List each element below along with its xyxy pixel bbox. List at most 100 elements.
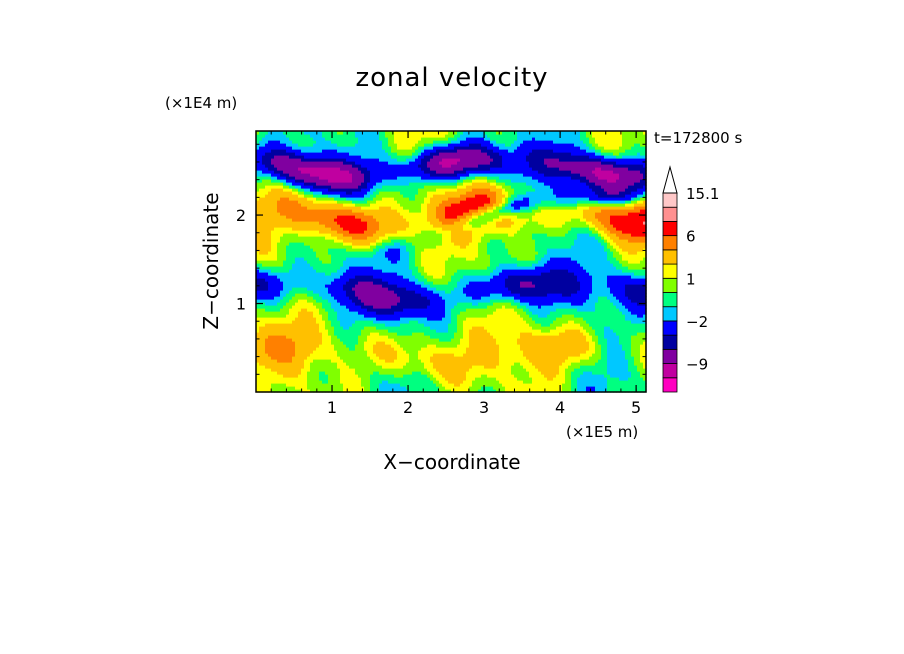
- field-cell: [295, 278, 299, 282]
- field-cell: [331, 206, 335, 210]
- field-cell: [307, 230, 311, 234]
- field-cell: [301, 137, 305, 141]
- field-cell: [367, 350, 371, 354]
- field-cell: [394, 221, 398, 225]
- field-cell: [367, 185, 371, 189]
- field-cell: [295, 200, 299, 204]
- field-cell: [319, 155, 323, 159]
- field-cell: [310, 356, 314, 360]
- field-cell: [265, 170, 269, 174]
- field-cell: [343, 242, 347, 246]
- field-cell: [397, 335, 401, 339]
- field-cell: [370, 362, 374, 366]
- field-cell: [367, 230, 371, 234]
- field-cell: [367, 194, 371, 198]
- field-cell: [316, 131, 320, 135]
- field-cell: [370, 329, 374, 333]
- field-cell: [367, 197, 371, 201]
- field-cell: [364, 251, 368, 255]
- field-cell: [364, 362, 368, 366]
- field-cell: [376, 296, 380, 300]
- field-cell: [403, 326, 407, 330]
- field-cell: [397, 245, 401, 249]
- field-cell: [352, 299, 356, 303]
- field-cell: [370, 287, 374, 291]
- field-cell: [367, 365, 371, 369]
- field-cell: [286, 362, 290, 366]
- field-cell: [376, 350, 380, 354]
- field-cell: [385, 158, 389, 162]
- field-cell: [355, 257, 359, 261]
- field-cell: [259, 377, 263, 381]
- field-cell: [355, 389, 359, 393]
- field-cell: [286, 161, 290, 165]
- field-cell: [274, 356, 278, 360]
- field-cell: [292, 224, 296, 228]
- field-cell: [370, 137, 374, 141]
- field-cell: [310, 341, 314, 345]
- field-cell: [352, 296, 356, 300]
- field-cell: [358, 188, 362, 192]
- field-cell: [400, 254, 404, 258]
- field-cell: [259, 224, 263, 228]
- field-cell: [322, 302, 326, 306]
- field-cell: [325, 143, 329, 147]
- field-cell: [259, 146, 263, 150]
- field-cell: [364, 377, 368, 381]
- field-cell: [394, 251, 398, 255]
- field-cell: [259, 137, 263, 141]
- field-cell: [385, 194, 389, 198]
- field-cell: [355, 383, 359, 387]
- field-cell: [277, 371, 281, 375]
- field-cell: [340, 203, 344, 207]
- field-cell: [400, 140, 404, 144]
- field-cell: [382, 167, 386, 171]
- field-cell: [298, 218, 302, 222]
- field-cell: [268, 152, 272, 156]
- field-cell: [286, 164, 290, 168]
- field-cell: [364, 173, 368, 177]
- field-cell: [349, 338, 353, 342]
- field-cell: [382, 383, 386, 387]
- field-cell: [394, 371, 398, 375]
- field-cell: [277, 341, 281, 345]
- field-cell: [373, 302, 377, 306]
- field-cell: [355, 221, 359, 225]
- field-cell: [334, 215, 338, 219]
- field-cell: [265, 362, 269, 366]
- field-cell: [346, 332, 350, 336]
- field-cell: [319, 296, 323, 300]
- field-cell: [355, 173, 359, 177]
- field-cell: [367, 275, 371, 279]
- field-cell: [313, 323, 317, 327]
- field-cell: [388, 236, 392, 240]
- field-cell: [307, 317, 311, 321]
- field-cell: [352, 137, 356, 141]
- field-cell: [394, 188, 398, 192]
- field-cell: [262, 380, 266, 384]
- field-cell: [319, 233, 323, 237]
- field-cell: [322, 326, 326, 330]
- field-cell: [295, 353, 299, 357]
- chart-title: zonal velocity: [355, 63, 548, 93]
- field-cell: [292, 335, 296, 339]
- field-cell: [370, 185, 374, 189]
- field-cell: [361, 134, 365, 138]
- field-cell: [256, 254, 260, 258]
- field-cell: [385, 335, 389, 339]
- field-cell: [256, 275, 260, 279]
- field-cell: [274, 185, 278, 189]
- field-cell: [355, 254, 359, 258]
- field-cell: [262, 254, 266, 258]
- field-cell: [268, 323, 272, 327]
- field-cell: [271, 290, 275, 294]
- field-cell: [322, 269, 326, 273]
- field-cell: [328, 347, 332, 351]
- field-cell: [376, 335, 380, 339]
- field-cell: [367, 338, 371, 342]
- field-cell: [340, 266, 344, 270]
- field-cell: [328, 320, 332, 324]
- field-cell: [367, 143, 371, 147]
- field-cell: [385, 206, 389, 210]
- field-cell: [328, 305, 332, 309]
